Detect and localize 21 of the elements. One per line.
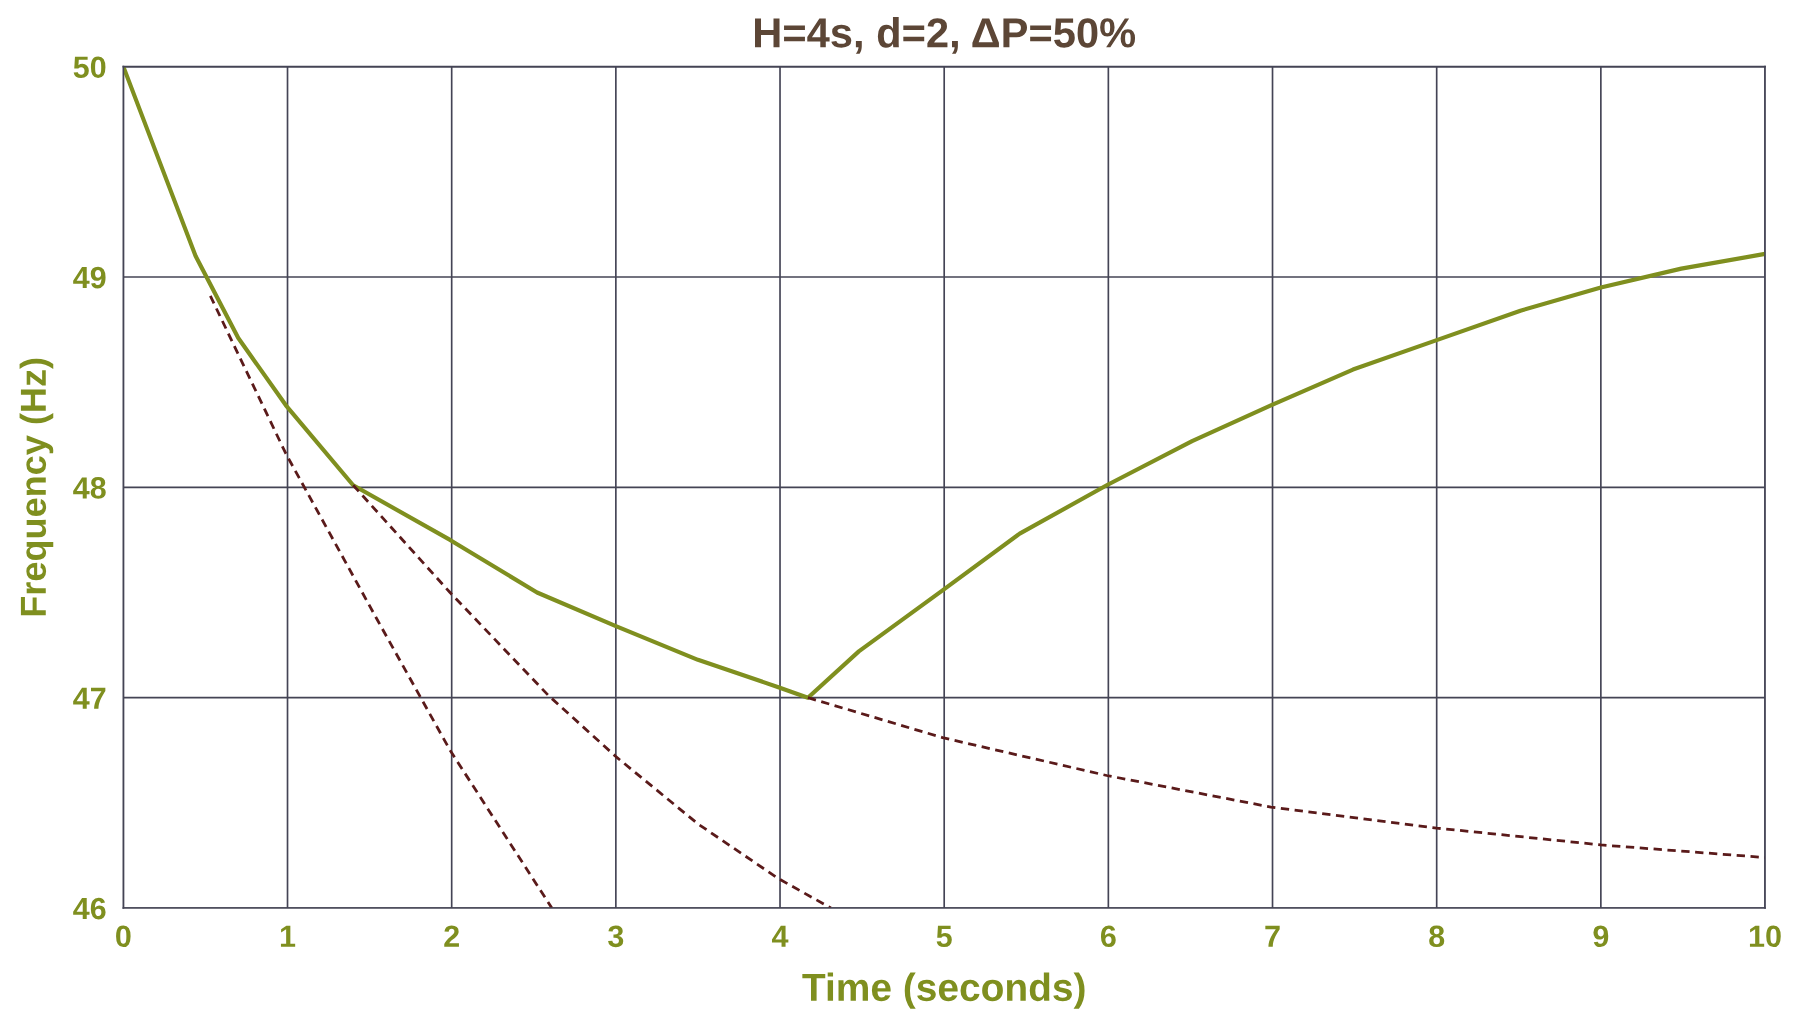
- x-tick-label: 6: [1100, 925, 1116, 948]
- x-tick-label: 8: [1429, 925, 1445, 948]
- x-tick-label: 10: [1749, 925, 1781, 948]
- x-tick-label: 4: [771, 925, 789, 947]
- y-tick-label: 47: [73, 687, 106, 709]
- y-axis-title: Frequency (Hz): [19, 358, 54, 616]
- x-tick-label: 3: [608, 925, 624, 948]
- x-tick-label: 2: [444, 925, 459, 947]
- x-tick-label: 5: [936, 925, 952, 948]
- x-tick-label: 9: [1593, 925, 1609, 948]
- y-tick-label: 50: [73, 56, 106, 79]
- line-series: [351, 483, 833, 909]
- y-tick-label: 49: [73, 266, 106, 289]
- x-tick-label: 7: [1265, 925, 1280, 947]
- chart-title: H=4s, d=2, ΔP=50%: [755, 17, 1136, 54]
- x-tick-label: 0: [116, 925, 131, 948]
- line-series: [208, 294, 554, 909]
- x-tick-label: 1: [280, 925, 296, 947]
- y-tick-label: 46: [73, 897, 106, 920]
- y-tick-label: 48: [73, 477, 106, 499]
- x-axis-title: Time (seconds): [802, 972, 1085, 1009]
